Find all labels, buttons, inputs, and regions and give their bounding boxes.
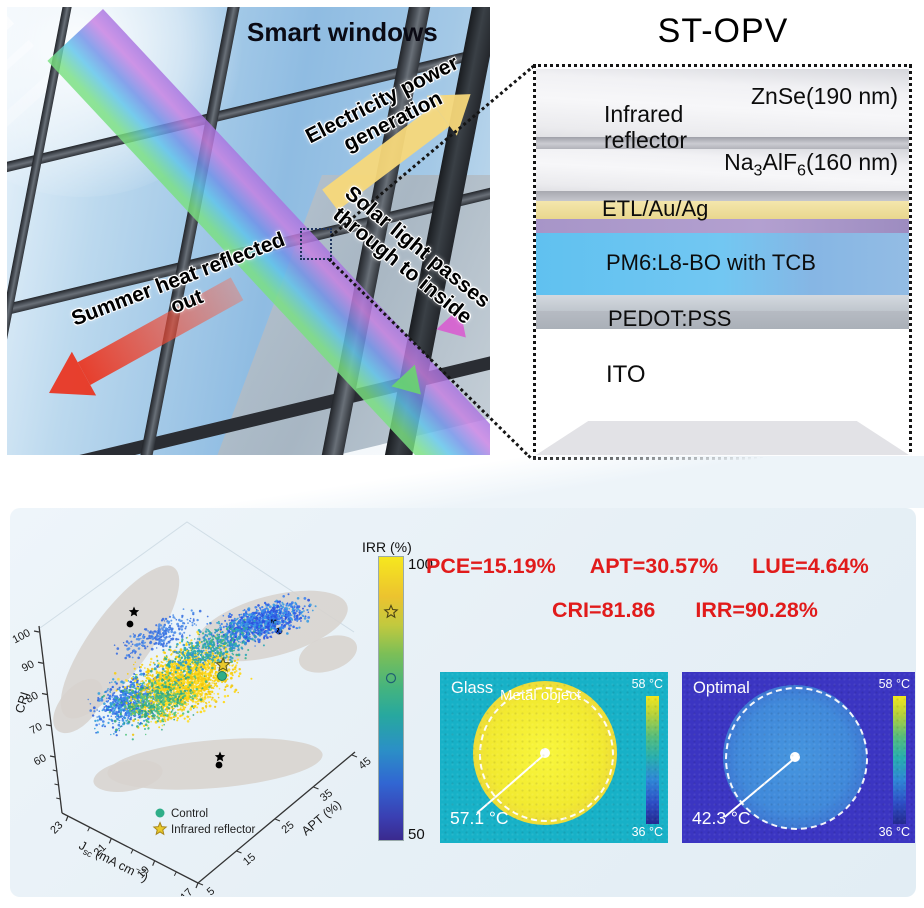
layer-na3alf6 [536,149,909,191]
metric-lue: LUE=4.64% [752,554,869,578]
metrics-line-1: PCE=15.19% APT=30.57% LUE=4.64% [426,554,869,579]
layer-purple [536,219,909,233]
thermal-scale-min: 36 °C [878,825,910,839]
metric-cri: CRI=81.86 [552,598,656,622]
results-panel: 100 90 80 70 60 23 21 19 17 5 15 25 35 45 CRI Jsc (mA c… [10,508,916,897]
thermal-temp-label: 42.3 °C [692,808,751,828]
thermal-image-glass: Glass Metal object 57.1 °C 58 °C 36 °C [440,672,668,843]
temp-point-dot [790,752,800,762]
device-title: ST-OPV [657,12,789,50]
background-band [0,456,924,508]
label-znse: ZnSe(190 nm) [750,83,898,109]
smart-window-photo: Smart windows Electricity power generati… [7,7,490,455]
svg-text:APT (%): APT (%) [299,797,344,838]
svg-text:70: 70 [28,721,44,737]
metric-irr: IRR=90.28% [695,598,818,622]
label-active: PM6:L8-BO with TCB [606,250,816,275]
thermal-corner-label: Optimal [693,679,750,697]
photo-title: Smart windows [247,17,438,47]
thermal-scale-min: 36 °C [631,825,663,839]
temp-point-dot [540,748,550,758]
layer-separator-3 [536,295,909,311]
thermal-temp-label: 57.1 °C [450,808,509,828]
layer-pedot [536,311,909,329]
thermal-colorbar [893,696,906,824]
svg-text:Infrared reflector: Infrared reflector [171,824,256,836]
zoom-region-box [300,228,332,260]
measurement-circle [479,687,614,822]
layer-separator-2 [536,191,909,201]
label-etl: ETL/Au/Ag [602,196,709,221]
layer-separator-1 [536,137,909,149]
label-ito: ITO [606,361,646,388]
thermal-image-optimal: Optimal 42.3 °C 58 °C 36 °C [682,672,915,843]
label-pedot: PEDOT:PSS [608,306,732,331]
measurement-circle [725,687,868,830]
colorbar-title: IRR (%) [362,539,412,555]
colorbar-max-label: 100 [408,556,434,573]
metric-pce: PCE=15.19% [426,554,556,578]
layer-etl-au-ag [536,201,909,219]
svg-text:90: 90 [20,658,36,674]
svg-text:5: 5 [205,885,217,896]
svg-text:45: 45 [357,755,374,772]
colorbar-min-label: 50 [408,826,425,843]
layer-active [536,233,909,295]
thermal-colorbar [646,696,659,824]
st-opv-device-diagram: ST-OPV ZnSe(190 nm) Infrared reflector N… [533,12,913,460]
thermal-scale-max: 58 °C [878,677,910,691]
svg-text:17: 17 [178,886,195,896]
svg-text:60: 60 [32,752,48,768]
colorbar-markers [383,603,399,684]
svg-text:100: 100 [11,627,33,646]
svg-text:Control: Control [171,808,208,820]
irr-colorbar [378,556,404,841]
svg-text:23: 23 [48,819,65,836]
svg-text:25: 25 [280,819,297,836]
layer-ito-bottom-face [536,421,909,455]
metrics-line-2: CRI=81.86 IRR=90.28% [552,598,818,623]
svg-text:Jsc (mA cm−2): Jsc (mA cm−2) [76,836,151,886]
svg-text:CRI: CRI [12,690,32,715]
thermal-scale-max: 58 °C [631,677,663,691]
svg-text:15: 15 [241,851,258,868]
metric-apt: APT=30.57% [589,554,719,578]
label-na3alf6: Na3AlF6(160 nm) [724,149,898,180]
thermal-corner-label: Glass [451,679,494,697]
label-infrared-reflector: Infrared reflector [604,101,688,154]
layer-znse [536,69,909,137]
thermal-object-label: Metal object [500,687,581,704]
device-stack-box: ZnSe(190 nm) Infrared reflector Na3AlF6(… [533,64,912,460]
